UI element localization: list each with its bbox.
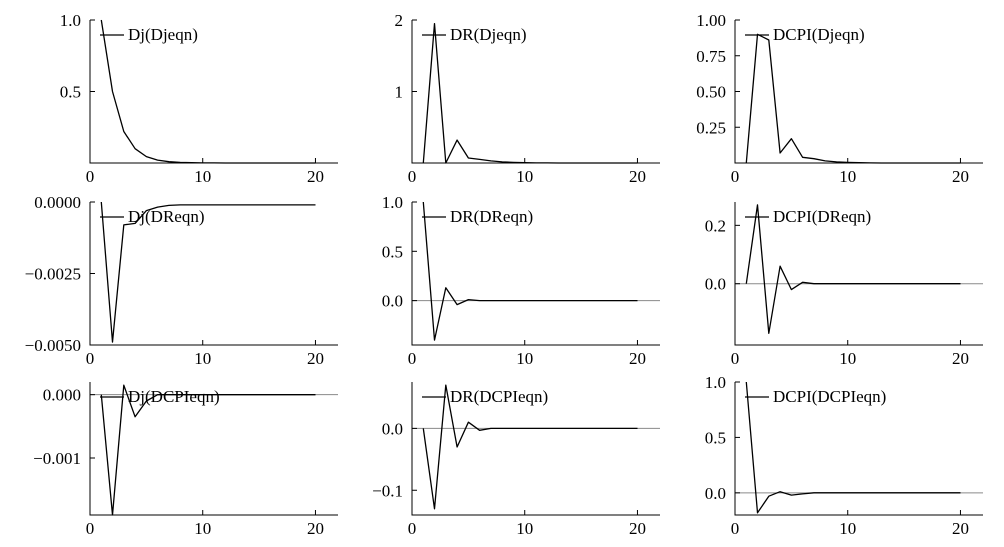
x-tick-label: 10: [839, 349, 856, 368]
x-tick-label: 20: [307, 167, 324, 186]
y-tick-label: 0.0: [705, 275, 726, 294]
y-tick-label: 0.0: [382, 292, 403, 311]
x-tick-label: 0: [86, 349, 95, 368]
y-tick-label: 1.00: [696, 11, 726, 30]
y-tick-label: 0.000: [43, 386, 81, 405]
response-line: [100, 384, 316, 516]
legend-label: Dj(Djeqn): [128, 25, 198, 44]
x-tick-label: 10: [839, 167, 856, 186]
y-tick-label: −0.1: [372, 481, 403, 500]
response-line: [422, 22, 638, 164]
legend-label: DR(DCPIeqn): [450, 387, 548, 406]
y-tick-label: −0.001: [33, 449, 81, 468]
y-tick-label: 0.75: [696, 47, 726, 66]
y-tick-label: −0.0025: [25, 265, 81, 284]
subplot-7: 0 10 20 −0.001 0.000 Dj(DCPIeqn): [33, 382, 338, 538]
x-tick-label: 10: [839, 519, 856, 538]
subplot-9: 0 10 20 0.0 0.5 1.0 DCPI(DCPIeqn): [705, 373, 983, 538]
subplot-5: 0 10 20 0.0 0.5 1.0 DR(DReqn): [382, 193, 660, 368]
legend-label: DR(Djeqn): [450, 25, 526, 44]
y-tick-label: 0.5: [705, 428, 726, 447]
legend-label: DCPI(Djeqn): [773, 25, 865, 44]
x-tick-label: 0: [731, 519, 740, 538]
y-tick-label: 1.0: [382, 193, 403, 212]
response-line: [422, 384, 638, 510]
y-tick-label: 1: [395, 83, 404, 102]
response-line: [100, 201, 316, 343]
x-tick-label: 0: [86, 519, 95, 538]
x-tick-label: 20: [307, 519, 324, 538]
x-tick-label: 20: [629, 519, 646, 538]
x-tick-label: 20: [952, 349, 969, 368]
response-line: [100, 19, 316, 164]
x-tick-label: 10: [516, 349, 533, 368]
response-line: [422, 201, 638, 341]
response-line: [745, 381, 961, 514]
y-tick-label: 0.0000: [34, 193, 81, 212]
subplot-1: 0 10 20 0.5 1.0 Dj(Djeqn): [60, 11, 338, 186]
y-tick-label: 0.5: [60, 83, 81, 102]
y-tick-label: 0.50: [696, 83, 726, 102]
legend-label: DR(DReqn): [450, 207, 533, 226]
x-tick-label: 20: [629, 349, 646, 368]
legend-label: Dj(DCPIeqn): [128, 387, 220, 406]
x-tick-label: 20: [629, 167, 646, 186]
y-tick-label: 0.0: [382, 419, 403, 438]
x-tick-label: 10: [194, 167, 211, 186]
subplot-8: 0 10 20 −0.1 0.0 DR(DCPIeqn): [372, 382, 660, 538]
response-line: [745, 33, 961, 164]
y-tick-label: 0.0: [705, 484, 726, 503]
x-tick-label: 10: [194, 519, 211, 538]
subplot-6: 0 10 20 0.0 0.2 DCPI(DReqn): [705, 202, 983, 368]
x-tick-label: 20: [952, 167, 969, 186]
x-tick-label: 0: [731, 167, 740, 186]
y-tick-label: 1.0: [60, 11, 81, 30]
x-tick-label: 10: [516, 519, 533, 538]
y-tick-label: 2: [395, 11, 404, 30]
y-tick-label: 0.2: [705, 216, 726, 235]
x-tick-label: 0: [408, 167, 417, 186]
y-tick-label: −0.0050: [25, 336, 81, 355]
y-tick-label: 1.0: [705, 373, 726, 392]
x-tick-label: 20: [307, 349, 324, 368]
legend-label: Dj(DReqn): [128, 207, 204, 226]
x-tick-label: 0: [408, 519, 417, 538]
legend-label: DCPI(DCPIeqn): [773, 387, 886, 406]
response-line: [745, 204, 961, 334]
x-tick-label: 10: [194, 349, 211, 368]
subplot-4: 0 10 20 −0.0050 −0.0025 0.0000 Dj(DReqn): [25, 193, 338, 368]
y-tick-label: 0.5: [382, 242, 403, 261]
subplot-2: 0 10 20 1 2 DR(Djeqn): [395, 11, 660, 186]
x-tick-label: 0: [86, 167, 95, 186]
x-tick-label: 0: [731, 349, 740, 368]
x-tick-label: 10: [516, 167, 533, 186]
x-tick-label: 0: [408, 349, 417, 368]
subplot-3: 0 10 20 0.25 0.50 0.75 1.00 DCPI(Djeqn): [696, 11, 983, 186]
x-tick-label: 20: [952, 519, 969, 538]
legend-label: DCPI(DReqn): [773, 207, 871, 226]
y-tick-label: 0.25: [696, 118, 726, 137]
